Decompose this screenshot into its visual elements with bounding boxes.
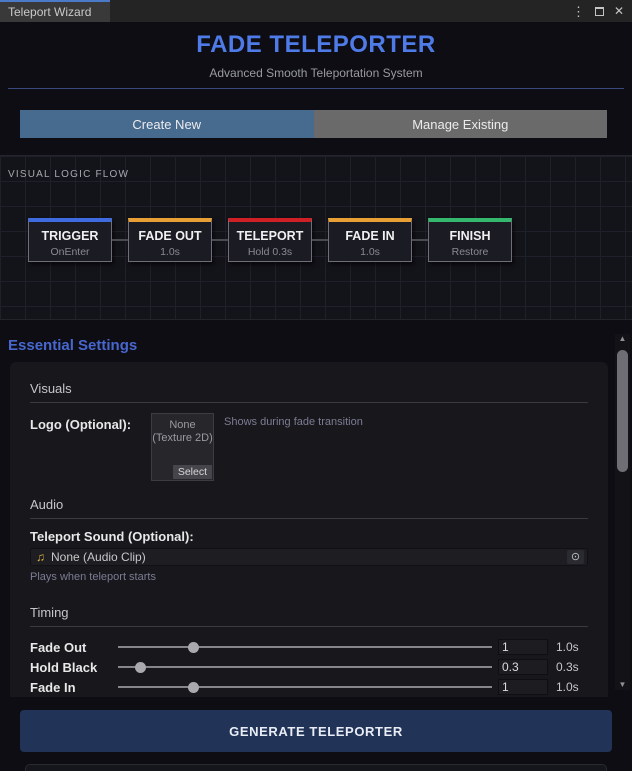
flow-node-title: FADE OUT	[138, 229, 202, 243]
titlebar-spacer	[110, 0, 572, 22]
flow-node-subtitle: OnEnter	[50, 246, 90, 258]
texture-value-line2: (Texture 2D)	[152, 432, 213, 444]
flow-connector	[112, 239, 128, 241]
titlebar: Teleport Wizard ⋮ ✕	[0, 0, 632, 22]
sound-label: Teleport Sound (Optional):	[30, 529, 194, 544]
hold-black-row: Hold Black 0.3s	[30, 657, 588, 677]
fade-out-slider[interactable]	[118, 637, 492, 657]
audio-header: Audio	[30, 497, 64, 512]
hold-black-value-field[interactable]	[498, 659, 548, 675]
audio-divider	[30, 518, 588, 519]
slider-track[interactable]	[118, 646, 492, 648]
audio-clip-value: None (Audio Clip)	[51, 550, 146, 564]
logo-label: Logo (Optional):	[30, 417, 132, 432]
tab-create-new[interactable]: Create New	[20, 110, 314, 138]
generate-teleporter-button[interactable]: GENERATE TELEPORTER	[20, 710, 612, 752]
settings-section-title: Essential Settings	[8, 337, 138, 354]
flow-node-subtitle: Hold 0.3s	[247, 246, 293, 258]
flow-node-subtitle: 1.0s	[360, 246, 380, 258]
hold-black-label: Hold Black	[30, 659, 98, 675]
music-note-icon: ♫	[36, 550, 45, 564]
slider-track[interactable]	[118, 666, 492, 668]
fade-in-label: Fade In	[30, 679, 76, 695]
fade-in-slider[interactable]	[118, 677, 492, 697]
slider-track[interactable]	[118, 686, 492, 688]
flow-node-finish: FINISH Restore	[428, 218, 512, 262]
flow-node-trigger: TRIGGER OnEnter	[28, 218, 112, 262]
scrollbar-track[interactable]	[615, 344, 630, 680]
flow-node-subtitle: 1.0s	[160, 246, 180, 258]
timing-divider	[30, 626, 588, 627]
hold-black-slider[interactable]	[118, 657, 492, 677]
object-picker-button[interactable]: ⊙	[567, 550, 584, 564]
fade-out-suffix: 1.0s	[556, 640, 579, 654]
slider-thumb[interactable]	[187, 642, 199, 653]
visuals-header: Visuals	[30, 381, 72, 396]
visuals-divider	[30, 402, 588, 403]
fade-in-row: Fade In 1.0s	[30, 677, 588, 697]
slider-thumb[interactable]	[135, 662, 147, 673]
fade-in-suffix: 1.0s	[556, 680, 579, 694]
tab-create-new-label: Create New	[132, 116, 202, 132]
page-title: FADE TELEPORTER	[196, 31, 436, 58]
flow-node-title: FADE IN	[345, 229, 395, 243]
logo-texture-picker[interactable]: None (Texture 2D) Select	[151, 413, 214, 481]
fade-out-row: Fade Out 1.0s	[30, 637, 588, 657]
window-tab-label: Teleport Wizard	[8, 5, 92, 19]
flow-connector	[312, 239, 328, 241]
object-picker-icon: ⊙	[570, 550, 581, 563]
scrollbar-thumb[interactable]	[617, 350, 628, 472]
close-icon[interactable]: ✕	[613, 4, 624, 18]
vertical-scrollbar[interactable]: ▲ ▼	[615, 334, 630, 690]
hold-black-suffix: 0.3s	[556, 660, 579, 674]
flow-connector	[412, 239, 428, 241]
flow-node-subtitle: Restore	[451, 246, 489, 258]
audio-clip-object-field[interactable]: ♫ None (Audio Clip) ⊙	[30, 548, 588, 566]
titlebar-icons: ⋮ ✕	[572, 0, 632, 22]
flow-node-title: TRIGGER	[41, 229, 99, 243]
timing-header: Timing	[30, 605, 69, 620]
slider-thumb[interactable]	[187, 682, 199, 693]
page-subtitle: Advanced Smooth Teleportation System	[209, 66, 423, 80]
fade-out-value-field[interactable]	[498, 639, 548, 655]
window-tab[interactable]: Teleport Wizard	[0, 0, 110, 22]
texture-value-line1: None	[169, 419, 196, 431]
flow-node-fade-in: FADE IN 1.0s	[328, 218, 412, 262]
visual-logic-flow-panel: VISUAL LOGIC FLOW TRIGGER OnEnter FADE O…	[0, 155, 632, 320]
tab-manage-existing-label: Manage Existing	[412, 116, 509, 132]
kebab-menu-icon[interactable]: ⋮	[571, 3, 585, 19]
logo-field-row: Logo (Optional): None (Texture 2D) Selec…	[30, 413, 588, 481]
flow-node-title: TELEPORT	[236, 229, 304, 243]
flow-node-title: FINISH	[449, 229, 491, 243]
settings-card: Visuals Logo (Optional): None (Texture 2…	[10, 362, 608, 697]
logo-note: Shows during fade transition	[224, 416, 363, 428]
tab-manage-existing[interactable]: Manage Existing	[313, 110, 607, 138]
cutoff-next-element	[25, 764, 607, 771]
flow-node-teleport: TELEPORT Hold 0.3s	[228, 218, 312, 262]
maximize-icon[interactable]	[594, 6, 604, 16]
mode-tabs: Create New Manage Existing	[20, 110, 607, 138]
fade-in-value-field[interactable]	[498, 679, 548, 695]
scroll-down-icon[interactable]: ▼	[618, 680, 627, 689]
header-divider	[8, 88, 624, 89]
fade-out-label: Fade Out	[30, 639, 87, 655]
flow-nodes: TRIGGER OnEnter FADE OUT 1.0s TELEPORT H…	[28, 218, 512, 262]
flow-node-fade-out: FADE OUT 1.0s	[128, 218, 212, 262]
flow-connector	[212, 239, 228, 241]
flow-panel-label: VISUAL LOGIC FLOW	[8, 169, 130, 180]
scroll-up-icon[interactable]: ▲	[618, 334, 627, 343]
audio-note: Plays when teleport starts	[30, 571, 156, 583]
texture-select-button[interactable]: Select	[172, 465, 212, 479]
